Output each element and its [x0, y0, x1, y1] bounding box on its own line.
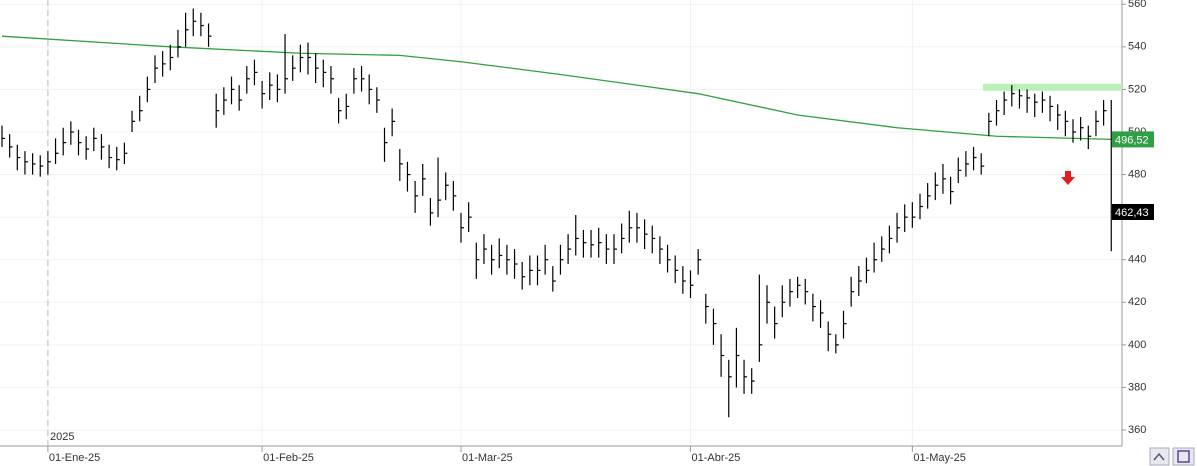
save-icon	[1177, 450, 1190, 463]
scroll-button[interactable]	[1149, 447, 1170, 466]
y-tick-label: 420	[1128, 296, 1146, 308]
resistance-band	[983, 83, 1122, 91]
moving-average-line	[1, 35, 1112, 141]
year-label: 2025	[50, 431, 74, 443]
ma-last-label-text: 496,52	[1115, 134, 1149, 146]
x-tick-label: 01-May-25	[913, 452, 966, 464]
y-tick-label: 540	[1128, 41, 1146, 53]
scroll-icon	[1153, 452, 1165, 461]
down-arrow	[1061, 171, 1075, 185]
x-tick-label: 01-Abr-25	[692, 452, 741, 464]
y-tick-label: 400	[1128, 339, 1146, 351]
y-tick-label: 480	[1128, 168, 1146, 180]
x-tick-label: 01-Mar-25	[462, 452, 513, 464]
ma-last-label-box	[1112, 131, 1154, 148]
last-price-label-text: 462,43	[1115, 207, 1149, 219]
y-tick-label: 380	[1128, 381, 1146, 393]
y-tick-label: 360	[1128, 424, 1146, 436]
x-tick-label: 01-Feb-25	[263, 452, 314, 464]
y-tick-label: 440	[1128, 254, 1146, 266]
x-tick-label: 01-Ene-25	[49, 452, 100, 464]
last-price-label-box	[1112, 203, 1154, 220]
scroll-controls	[1149, 447, 1195, 466]
y-tick-label: 560	[1128, 0, 1146, 10]
y-tick-label: 520	[1128, 83, 1146, 95]
grid	[0, 0, 1122, 446]
